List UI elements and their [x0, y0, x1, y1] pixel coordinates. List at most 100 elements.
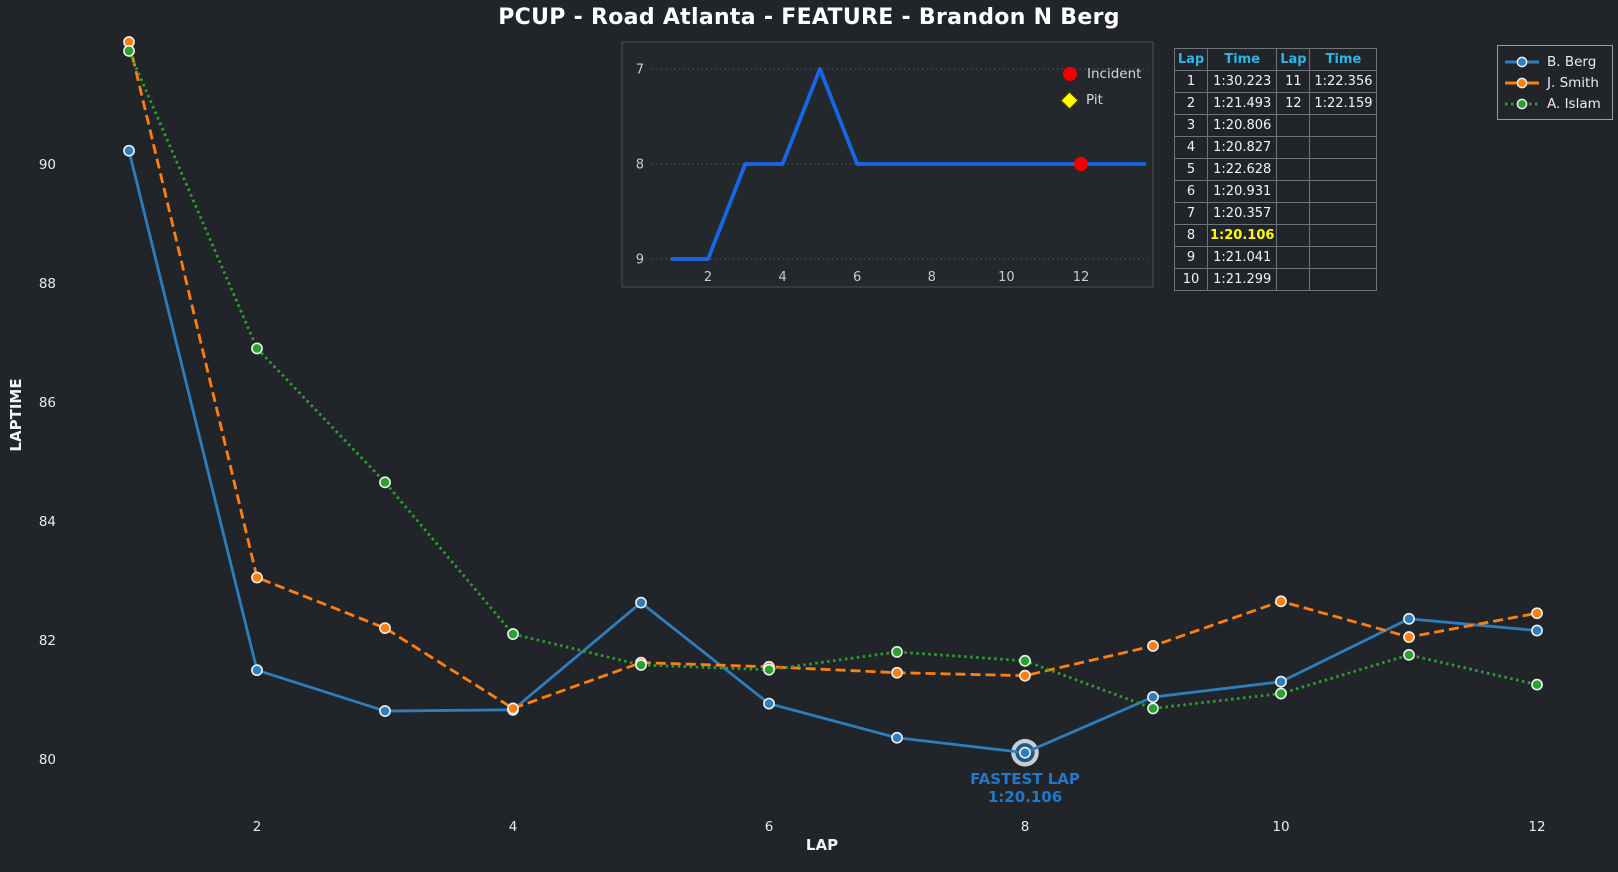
col-header-time: Time — [1206, 48, 1278, 71]
lap-cell — [1276, 268, 1311, 291]
data-point-a-islam — [891, 646, 903, 658]
time-cell — [1309, 114, 1378, 137]
data-point-a-islam — [1403, 648, 1415, 661]
col-header-lap: Lap — [1174, 48, 1208, 71]
time-cell — [1309, 202, 1378, 225]
legend-item-b-berg[interactable]: B. Berg — [1504, 51, 1606, 72]
data-point-b-berg — [123, 144, 135, 157]
fastest-lap-annotation-title: FASTEST LAP — [970, 770, 1080, 788]
y-tick-label: 80 — [39, 752, 56, 768]
data-point-a-islam — [1019, 654, 1031, 667]
y-tick-label: 90 — [39, 157, 56, 173]
time-cell — [1309, 158, 1378, 181]
inset-x-tick-label: 6 — [853, 270, 861, 285]
fastest-lap-annotation: FASTEST LAP 1:20.106 — [970, 770, 1080, 806]
data-point-j-smith — [251, 571, 263, 584]
lap-cell: 5 — [1174, 158, 1208, 181]
inset-legend: Incident Pit — [1060, 61, 1141, 113]
data-point-a-islam — [379, 476, 391, 489]
lap-cell: 2 — [1174, 92, 1208, 115]
data-point-b-berg — [763, 697, 775, 710]
x-tick-label: 6 — [765, 819, 774, 835]
pit-icon — [1060, 90, 1079, 110]
data-point-a-islam — [123, 45, 135, 57]
inset-legend-label: Pit — [1086, 92, 1103, 108]
table-row: 7 1:20.357 — [1174, 202, 1378, 225]
lap-cell — [1276, 158, 1311, 181]
time-cell — [1309, 224, 1378, 247]
time-cell: 1:22.356 — [1309, 70, 1378, 93]
table-header-row: Lap Time Lap Time — [1174, 48, 1378, 71]
time-cell: 1:20.806 — [1206, 114, 1278, 137]
legend-label: B. Berg — [1547, 53, 1597, 70]
data-point-b-berg — [635, 596, 647, 609]
table-row: 3 1:20.806 — [1174, 114, 1378, 137]
legend-label: J. Smith — [1547, 74, 1599, 91]
time-cell: 1:22.159 — [1309, 92, 1378, 115]
inset-x-tick-label: 2 — [704, 270, 712, 285]
inset-x-tick-label: 4 — [778, 270, 786, 285]
legend-line-swatch — [1505, 56, 1539, 67]
lap-cell: 7 — [1174, 202, 1208, 225]
data-point-b-berg — [1403, 612, 1415, 625]
data-point-a-islam — [763, 663, 775, 676]
series-line-j-smith — [127, 41, 1538, 710]
data-point-j-smith — [1147, 640, 1159, 652]
table-row: 5 1:22.628 — [1174, 158, 1378, 181]
series-legend: B. Berg J. Smith A. Islam — [1497, 45, 1613, 120]
data-point-j-smith — [891, 666, 903, 679]
lap-cell — [1276, 114, 1311, 137]
table-row: 2 1:21.493 12 1:22.159 — [1174, 92, 1378, 115]
inset-legend-item-pit: Pit — [1060, 87, 1141, 113]
page-title: PCUP - Road Atlanta - FEATURE - Brandon … — [498, 5, 1120, 30]
data-point-a-islam — [1275, 687, 1287, 700]
data-point-b-berg — [1147, 691, 1159, 703]
inset-legend-label: Incident — [1087, 66, 1142, 82]
legend-label: A. Islam — [1547, 95, 1601, 112]
lap-cell: 6 — [1174, 180, 1208, 203]
time-cell: 1:21.493 — [1206, 92, 1278, 115]
table-row: 8 1:20.106 — [1174, 224, 1378, 247]
data-point-a-islam — [507, 628, 519, 640]
data-point-a-islam — [1147, 702, 1159, 715]
legend-line-swatch — [1505, 98, 1539, 109]
lap-cell: 10 — [1174, 268, 1208, 291]
inset-legend-item-incident: Incident — [1063, 61, 1141, 87]
col-header-time: Time — [1309, 48, 1378, 71]
time-cell — [1309, 268, 1378, 291]
inset-x-tick-label: 8 — [928, 270, 936, 285]
time-cell: 1:20.827 — [1206, 136, 1278, 159]
y-tick-label: 86 — [39, 395, 56, 411]
data-point-a-islam — [635, 659, 647, 671]
data-point-b-berg — [1275, 675, 1287, 688]
x-tick-label: 2 — [253, 819, 262, 835]
inset-y-tick-label: 7 — [636, 63, 644, 78]
lap-cell: 1 — [1174, 70, 1208, 93]
y-axis-label: LAPTIME — [7, 378, 25, 452]
table-row: 6 1:20.931 — [1174, 180, 1378, 203]
time-cell — [1309, 136, 1378, 159]
data-point-j-smith — [507, 702, 519, 715]
legend-item-a-islam[interactable]: A. Islam — [1504, 93, 1606, 114]
data-point-j-smith — [1531, 607, 1543, 620]
time-cell: 1:21.041 — [1206, 246, 1278, 269]
series-line-b-berg — [127, 150, 1538, 755]
legend-item-j-smith[interactable]: J. Smith — [1504, 72, 1606, 93]
x-tick-label: 10 — [1272, 819, 1289, 835]
table-row: 4 1:20.827 — [1174, 136, 1378, 159]
inset-x-tick-label: 12 — [1073, 270, 1090, 285]
lap-cell: 11 — [1276, 70, 1311, 93]
incident-icon — [1063, 67, 1077, 81]
lap-cell — [1276, 180, 1311, 203]
lap-cell — [1276, 202, 1311, 225]
series-line-a-islam — [127, 50, 1538, 710]
legend-line-swatch — [1505, 77, 1539, 88]
time-cell: 1:22.628 — [1206, 158, 1278, 181]
y-tick-label: 84 — [39, 514, 56, 530]
lap-cell: 3 — [1174, 114, 1208, 137]
data-point-j-smith — [379, 622, 391, 634]
lap-cell: 8 — [1174, 224, 1208, 247]
lap-cell — [1276, 136, 1311, 159]
inset-x-tick-label: 10 — [998, 270, 1015, 285]
